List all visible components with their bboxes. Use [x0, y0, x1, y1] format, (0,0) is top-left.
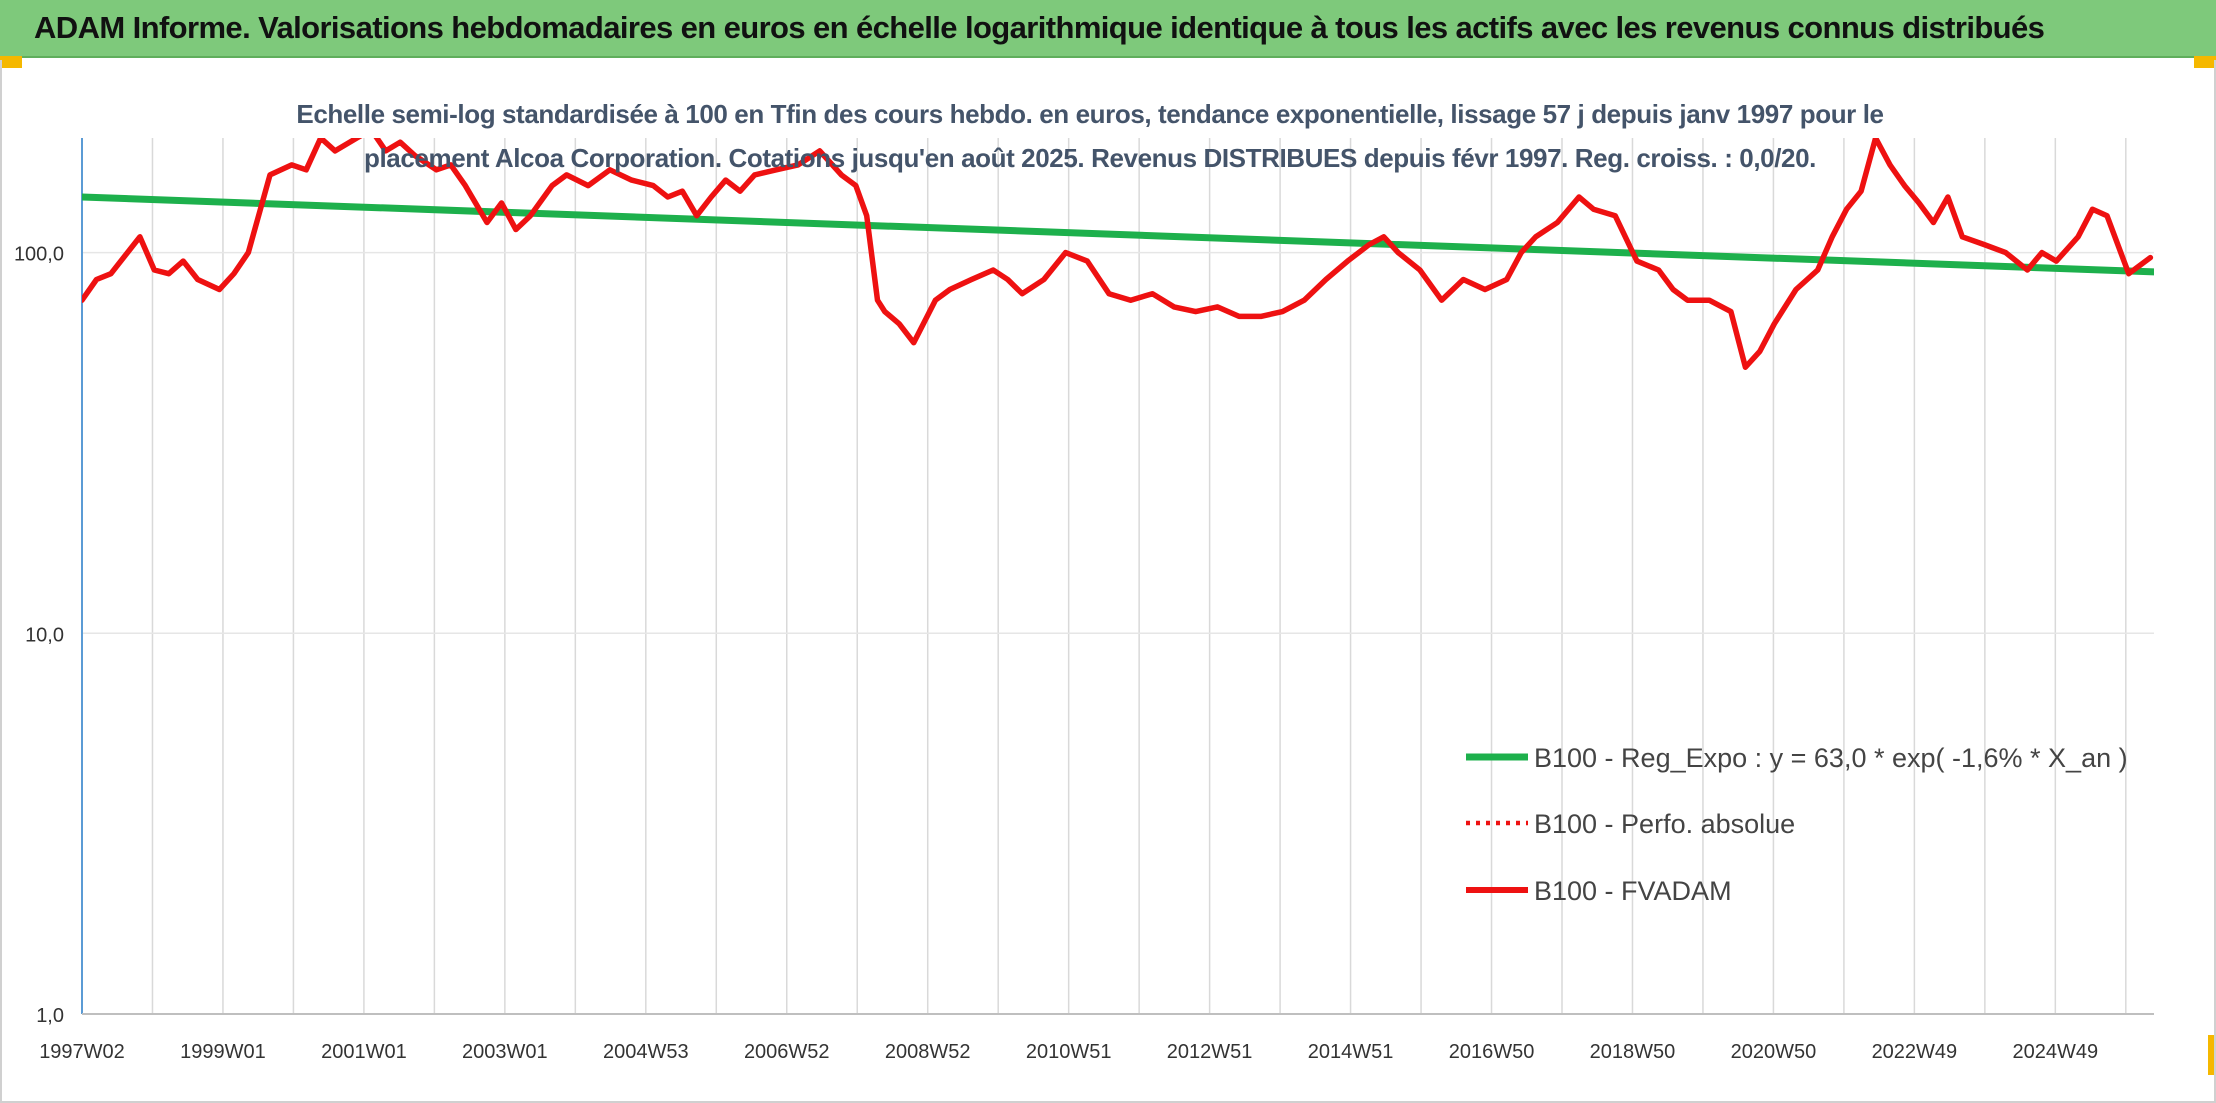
tick-labels: 1,0 10,0 100,0 1997W02 1999W01 2001W01 2003W01…: [14, 244, 2098, 1063]
x-tick-label: 2008W52: [885, 1041, 971, 1063]
corner-mark-right: [2194, 56, 2216, 68]
legend-entry: B100 - FVADAM: [1534, 876, 1732, 906]
x-tick-label: 2024W49: [2013, 1041, 2099, 1063]
x-tick-label: 2014W51: [1308, 1041, 1394, 1063]
report-banner: ADAM Informe. Valorisations hebdomadaire…: [0, 0, 2216, 58]
x-tick-label: 1997W02: [39, 1041, 125, 1063]
chart-subtitle: Echelle semi-log standardisée à 100 en T…: [296, 99, 1884, 173]
x-tick-label: 2006W52: [744, 1041, 830, 1063]
x-tick-label: 2003W01: [462, 1041, 548, 1063]
x-tick-label: 2018W50: [1590, 1041, 1676, 1063]
y-tick-label: 1,0: [36, 1005, 64, 1027]
y-tick-label: 100,0: [14, 244, 64, 266]
report-title: ADAM Informe. Valorisations hebdomadaire…: [34, 10, 2045, 45]
x-tick-label: 2001W01: [321, 1041, 407, 1063]
axes: [81, 138, 2154, 1015]
x-tick-label: 2016W50: [1449, 1041, 1535, 1063]
legend: B100 - Reg_Expo : y = 63,0 * exp( -1,6% …: [1466, 743, 2128, 906]
x-tick-label: 1999W01: [180, 1041, 266, 1063]
x-tick-label: 2012W51: [1167, 1041, 1253, 1063]
corner-mark-left: [0, 56, 22, 68]
legend-entry: B100 - Perfo. absolue: [1534, 809, 1795, 839]
y-tick-label: 10,0: [25, 624, 64, 646]
series-trend-line: [82, 193, 2154, 276]
corner-mark-bottom-right: [2208, 1035, 2216, 1075]
grid-lines: [82, 138, 2154, 1015]
x-tick-label: 2010W51: [1026, 1041, 1112, 1063]
x-tick-label: 2022W49: [1872, 1041, 1958, 1063]
chart-frame: [0, 60, 2216, 1103]
legend-entry: B100 - Reg_Expo : y = 63,0 * exp( -1,6% …: [1534, 743, 2128, 773]
series-lines: [82, 138, 2154, 370]
series-fvadam-line: [82, 138, 2154, 370]
x-tick-label: 2020W50: [1731, 1041, 1817, 1063]
x-tick-label: 2004W53: [603, 1041, 689, 1063]
